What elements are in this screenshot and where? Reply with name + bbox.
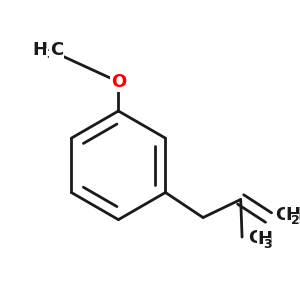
Text: C: C [275,206,289,224]
Text: C: C [50,41,63,59]
Text: 3: 3 [46,48,55,61]
Text: H: H [32,41,47,59]
Text: 3: 3 [263,238,271,250]
Text: H: H [285,206,300,224]
Text: O: O [111,73,126,91]
Text: C: C [248,230,261,247]
Text: H: H [257,230,272,248]
Text: 2: 2 [291,214,299,227]
